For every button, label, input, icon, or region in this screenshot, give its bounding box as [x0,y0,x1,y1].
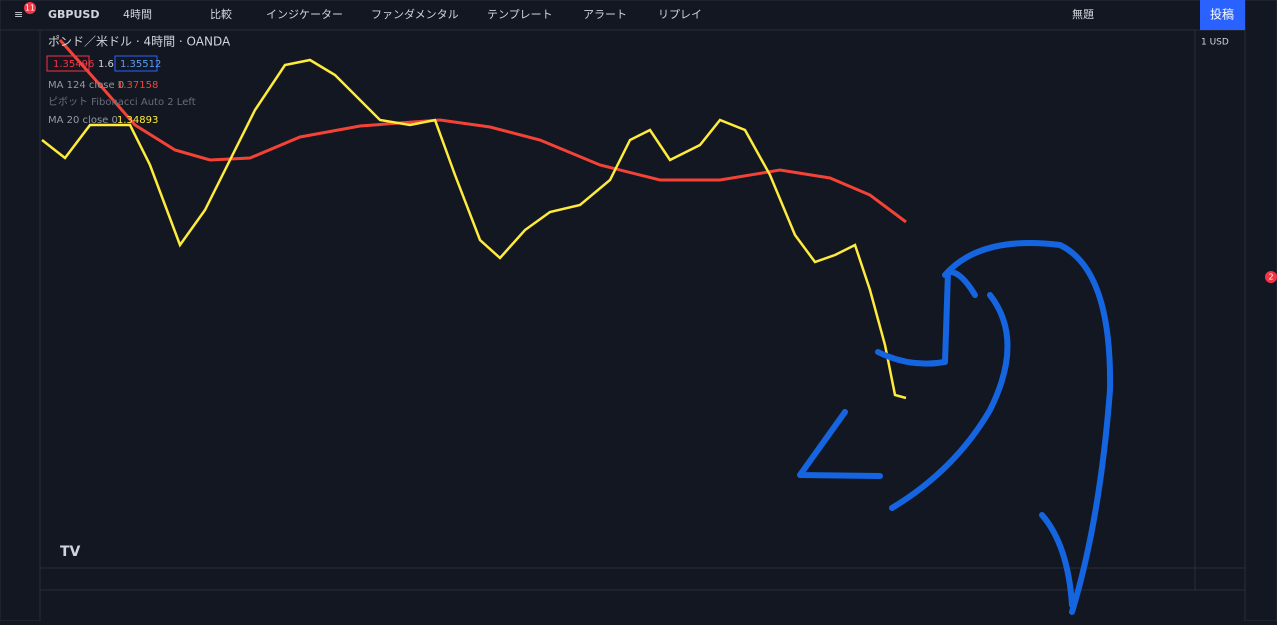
ma-20-line [41,58,907,400]
drawn-arrow [889,292,1011,511]
hand-drawing [797,240,1114,615]
indicator-value: 1.34893 [117,115,158,126]
toolbar-item[interactable]: インジケーター [266,8,343,21]
badge [24,2,36,14]
toolbar-item[interactable]: ファンダメンタル [371,7,459,21]
toolbar-item[interactable]: リプレイ [658,8,702,21]
badge-count: 11 [25,4,35,13]
symbol[interactable]: GBPUSD [48,8,99,21]
ask-box [114,55,158,72]
publish-label[interactable]: 投稿 [1210,7,1234,22]
indicator-name: ピボット Fibonacci Auto 2 Left [48,96,196,108]
interval[interactable]: 4時間 [123,8,152,21]
badge-count: 2 [1268,273,1273,282]
menu-icon[interactable]: ≡ [14,8,23,21]
toolbar-item[interactable]: 比較 [210,7,232,21]
ma-124-line [58,39,907,224]
publish-button[interactable] [1200,0,1245,30]
drawn-arrow [942,240,1114,615]
spread: 1.6 [98,59,114,70]
drawn-arrow [875,268,978,367]
layout-name[interactable]: 無題 [1072,7,1094,21]
drawn-arrow [797,409,883,479]
logo: TV [60,544,81,560]
toolbar-item[interactable]: アラート [583,8,627,21]
currency[interactable]: 1 USD [1201,38,1229,48]
left-toolbar [0,29,41,622]
indicator-value: 1.37158 [117,80,158,91]
toolbar-item[interactable]: テンプレート [487,8,553,21]
ask: 1.35512 [120,59,161,70]
badge [1265,271,1277,283]
indicator-name: MA 124 close 0 [48,80,124,91]
bid-box [46,55,90,72]
right-toolbar [1244,0,1277,622]
indicator-name: MA 20 close 0 [48,115,118,126]
bid: 1.35496 [53,59,94,70]
legend-title: ポンド／米ドル · 4時間 · OANDA [48,35,231,49]
